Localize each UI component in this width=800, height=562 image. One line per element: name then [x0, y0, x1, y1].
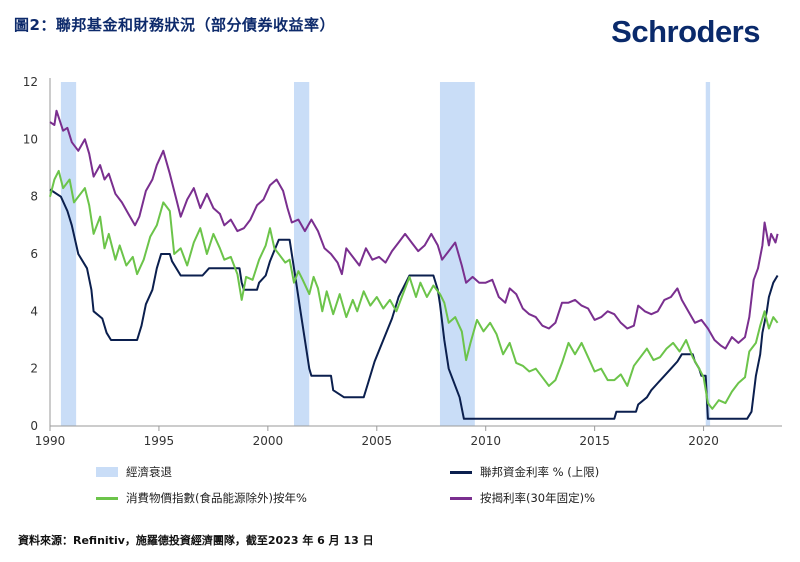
chart-title: 圖2：聯邦基金和財務狀況（部分債券收益率） — [14, 16, 335, 34]
recession-band — [294, 82, 310, 426]
legend-swatch-recession — [96, 467, 118, 477]
legend-swatch-cpi — [96, 496, 118, 500]
recession-band — [705, 82, 711, 426]
legend-item-recession: 經濟衰退 — [96, 464, 172, 480]
x-tick-label: 1995 — [144, 434, 175, 448]
source-note: 資料來源：Refinitiv，施羅德投資經濟團隊，截至2023 年 6 月 13… — [18, 534, 374, 547]
y-tick-label: 10 — [23, 132, 38, 146]
legend-item-fed-funds: 聯邦資金利率 % (上限) — [450, 464, 599, 480]
legend-label-fed-funds: 聯邦資金利率 % (上限) — [480, 465, 600, 479]
brand-logo: Schroders — [611, 14, 760, 49]
y-tick-label: 0 — [30, 419, 38, 433]
x-tick-label: 2000 — [253, 434, 284, 448]
legend-label-mortgage: 按揭利率(30年固定)% — [480, 491, 596, 505]
series-line-fed-funds — [49, 188, 779, 420]
x-tick-label: 2010 — [470, 434, 501, 448]
recession-band — [439, 82, 475, 426]
y-tick-label: 12 — [23, 75, 38, 89]
legend-swatch-fed-funds — [450, 470, 472, 474]
legend-item-cpi: 消費物價指數(食品能源除外)按年% — [96, 490, 307, 506]
x-tick-label: 2020 — [688, 434, 719, 448]
x-tick-label: 1990 — [35, 434, 66, 448]
legend-item-mortgage: 按揭利率(30年固定)% — [450, 490, 595, 506]
y-tick-label: 4 — [30, 304, 38, 318]
y-tick-label: 8 — [30, 190, 38, 204]
legend-swatch-mortgage — [450, 496, 472, 500]
y-tick-label: 2 — [30, 362, 38, 376]
recession-band — [60, 82, 77, 426]
y-tick-label: 6 — [30, 247, 38, 261]
series-line-mortgage — [49, 109, 779, 350]
x-tick-label: 2005 — [362, 434, 393, 448]
legend-label-recession: 經濟衰退 — [126, 465, 172, 479]
legend-label-cpi: 消費物價指數(食品能源除外)按年% — [126, 491, 307, 505]
series-line-cpi — [49, 169, 779, 410]
x-tick-label: 2015 — [579, 434, 610, 448]
